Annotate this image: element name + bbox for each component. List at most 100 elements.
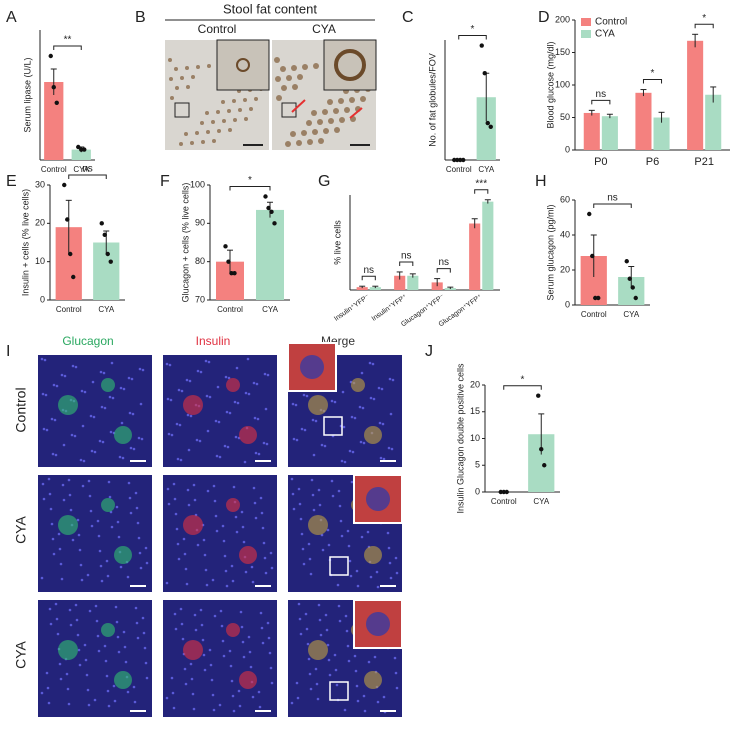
- nucleus: [382, 695, 386, 699]
- nucleus: [106, 689, 110, 693]
- nucleus: [262, 541, 266, 545]
- nucleus: [55, 384, 59, 388]
- nucleus: [132, 685, 136, 689]
- nucleus: [118, 455, 122, 459]
- nucleus: [291, 402, 295, 406]
- column-label: Insulin: [196, 334, 231, 348]
- y-tick-label: 0: [40, 294, 45, 304]
- nucleus: [143, 646, 147, 650]
- nucleus: [328, 673, 332, 677]
- nucleus: [340, 534, 344, 538]
- roi: [329, 556, 349, 576]
- nucleus: [119, 565, 123, 569]
- legend-swatch: [581, 18, 591, 26]
- nucleus: [105, 674, 109, 678]
- nucleus: [42, 497, 46, 501]
- fat-globule: [302, 64, 308, 70]
- data-point: [485, 120, 490, 126]
- nucleus: [67, 478, 71, 482]
- nucleus: [367, 660, 371, 664]
- nucleus: [307, 657, 311, 661]
- nucleus: [177, 388, 181, 392]
- panel-letter: C: [402, 9, 414, 26]
- nucleus: [49, 507, 53, 511]
- nucleus: [388, 377, 392, 381]
- nucleus: [199, 608, 203, 612]
- nucleus: [203, 553, 207, 557]
- nucleus: [135, 506, 139, 510]
- nucleus: [135, 621, 139, 625]
- fat-globule: [244, 117, 248, 121]
- nucleus: [50, 417, 54, 421]
- nucleus: [259, 611, 263, 615]
- panel-letter: H: [535, 173, 547, 190]
- nucleus: [165, 696, 169, 700]
- nucleus: [204, 359, 208, 363]
- nucleus: [177, 557, 181, 561]
- nucleus: [187, 448, 191, 452]
- nucleus: [206, 489, 210, 493]
- nucleus: [355, 684, 359, 688]
- nucleus: [264, 407, 268, 411]
- y-axis-label: Serum lipase (U/L): [22, 57, 32, 132]
- panel-letter: F: [160, 173, 170, 190]
- nucleus: [347, 659, 351, 663]
- nucleus: [172, 706, 176, 710]
- nucleus: [131, 412, 135, 416]
- nucleus: [102, 371, 106, 375]
- nucleus: [290, 477, 294, 481]
- data-point: [488, 124, 493, 129]
- nucleus: [52, 552, 56, 556]
- legend-label: CYA: [595, 29, 615, 40]
- nucleus: [121, 456, 125, 460]
- y-axis-label: % live cells: [332, 220, 342, 265]
- fat-globule: [274, 57, 280, 63]
- nucleus: [202, 538, 206, 542]
- nucleus: [44, 393, 48, 397]
- fat-globule: [297, 74, 303, 80]
- nucleus: [52, 383, 56, 387]
- nucleus: [326, 528, 330, 532]
- y-axis-label: Insulin + cells (% live cells): [20, 189, 30, 296]
- nucleus: [296, 696, 300, 700]
- nucleus: [264, 571, 268, 575]
- fat-globule: [275, 76, 281, 82]
- x-tick-label: Control: [491, 497, 517, 506]
- nucleus: [247, 392, 251, 396]
- nucleus: [265, 442, 269, 446]
- islet-cell: [364, 546, 382, 564]
- fat-globule: [191, 75, 195, 79]
- significance-bracket: [474, 189, 489, 194]
- nucleus: [46, 686, 50, 690]
- data-point: [76, 144, 81, 150]
- nucleus: [98, 439, 102, 443]
- nucleus: [94, 604, 98, 608]
- nucleus: [348, 559, 352, 563]
- nucleus: [112, 684, 116, 688]
- inset-cell: [300, 355, 324, 379]
- nucleus: [183, 667, 187, 671]
- nucleus: [262, 441, 266, 445]
- nucleus: [114, 605, 118, 609]
- nucleus: [393, 656, 397, 660]
- nucleus: [80, 389, 84, 393]
- y-tick-label: 100: [190, 179, 205, 189]
- nucleus: [389, 576, 393, 580]
- nucleus: [138, 551, 142, 555]
- nucleus: [74, 603, 78, 607]
- nucleus: [41, 482, 45, 486]
- data-point: [587, 211, 592, 217]
- y-axis-label: Blood glucose (mg/dl): [545, 41, 555, 128]
- nucleus: [324, 613, 328, 617]
- nucleus: [361, 406, 365, 410]
- significance-bracket: [68, 174, 107, 179]
- nucleus: [376, 700, 380, 704]
- nucleus: [226, 445, 230, 449]
- nucleus: [170, 676, 174, 680]
- nucleus: [193, 613, 197, 617]
- nucleus: [369, 575, 373, 579]
- nucleus: [137, 436, 141, 440]
- nucleus: [93, 698, 97, 702]
- column-label: Glucagon: [62, 334, 113, 348]
- panel-letter: J: [425, 343, 433, 360]
